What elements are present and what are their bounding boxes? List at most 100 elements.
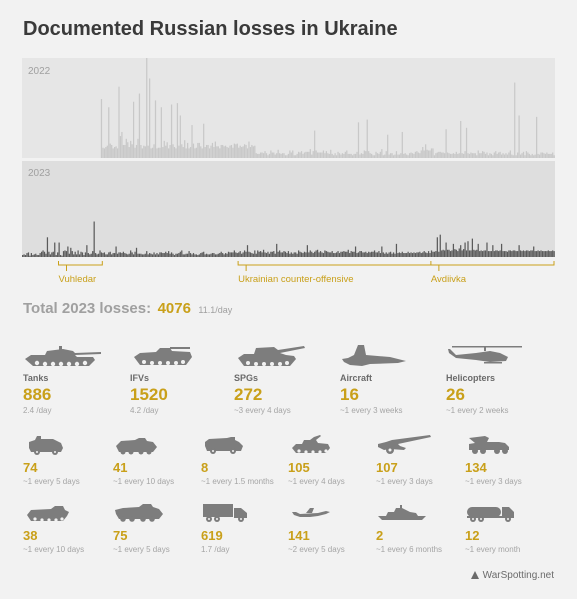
bar-2023 xyxy=(134,251,136,257)
bar-2023 xyxy=(334,253,336,257)
bar-2023 xyxy=(146,251,148,257)
annotation-label: Vuhledar xyxy=(59,274,97,285)
bar-2023 xyxy=(341,251,344,257)
bar-2023 xyxy=(366,253,368,257)
bar-2023 xyxy=(308,252,310,257)
bar-2023 xyxy=(277,251,279,257)
bar-2023 xyxy=(476,249,478,257)
bar-2023 xyxy=(141,254,143,257)
bar-2022 xyxy=(404,153,406,158)
bar-2022 xyxy=(124,144,126,158)
bar-2023 xyxy=(552,250,554,257)
bar-2022 xyxy=(397,154,399,158)
bar-2023 xyxy=(32,255,34,257)
bar-2023 xyxy=(448,249,450,257)
category-rate: ~1 every 6 months xyxy=(376,545,443,554)
bar-2023 xyxy=(51,252,53,257)
bar-2022 xyxy=(165,145,167,158)
bar-2023 xyxy=(400,253,402,257)
bar-2022 xyxy=(163,140,165,158)
bar-2022 xyxy=(360,153,363,158)
bar-2023 xyxy=(371,251,373,257)
bar-2023 xyxy=(251,253,253,257)
bar-2023 xyxy=(382,252,384,257)
bar-2023 xyxy=(446,249,449,257)
category-rate: 1.7 /day xyxy=(201,545,230,554)
bar-2022 xyxy=(366,119,368,158)
bar-2023 xyxy=(26,253,28,257)
bar-2023 xyxy=(80,251,82,257)
bar-2022 xyxy=(401,131,403,158)
series-label: 2022 xyxy=(28,66,51,77)
bar-2022 xyxy=(460,120,462,158)
bar-2023 xyxy=(315,250,317,257)
bar-2023 xyxy=(78,254,81,257)
bar-2023 xyxy=(241,253,243,257)
bar-2022 xyxy=(251,144,253,158)
bar-2023 xyxy=(57,252,59,257)
bar-2022 xyxy=(132,101,135,158)
bar-2023 xyxy=(151,254,154,257)
bar-2022 xyxy=(441,152,443,158)
bar-2023 xyxy=(493,251,495,257)
bar-2023 xyxy=(379,253,382,257)
page-title: Documented Russian losses in Ukraine xyxy=(23,18,398,40)
bar-2023 xyxy=(319,251,322,257)
bar-2023 xyxy=(64,250,66,257)
bar-2023 xyxy=(401,251,403,257)
bar-2023 xyxy=(67,246,69,257)
bar-2022 xyxy=(230,144,233,158)
bar-2022 xyxy=(211,142,214,158)
bar-2022 xyxy=(137,138,139,158)
bar-2023 xyxy=(286,253,288,257)
bar-2023 xyxy=(150,253,152,257)
bar-2023 xyxy=(70,247,72,257)
bar-2022 xyxy=(480,153,482,158)
bar-2023 xyxy=(271,251,273,257)
bar-2023 xyxy=(267,251,269,257)
bar-2022 xyxy=(176,103,179,158)
brand-label: WarSpotting.net xyxy=(482,570,554,581)
bar-2023 xyxy=(490,251,492,257)
bar-2022 xyxy=(246,148,249,158)
bar-2023 xyxy=(112,253,114,257)
bar-2023 xyxy=(262,249,265,257)
bar-2022 xyxy=(312,151,314,158)
bar-2022 xyxy=(156,148,158,158)
bar-2023 xyxy=(445,242,447,257)
bar-2022 xyxy=(204,147,206,158)
bar-2022 xyxy=(362,153,364,158)
bar-2022 xyxy=(483,151,485,158)
brand-credit[interactable]: WarSpotting.net xyxy=(470,570,554,581)
bar-2023 xyxy=(268,253,271,257)
bar-2022 xyxy=(153,144,155,158)
total-count: 4076 xyxy=(157,300,191,317)
bar-2023 xyxy=(71,251,73,257)
bar-2022 xyxy=(352,155,354,158)
bar-2023 xyxy=(515,251,517,257)
bar-2022 xyxy=(435,153,437,158)
bar-2023 xyxy=(175,253,177,257)
bar-2022 xyxy=(179,115,181,158)
bar-2022 xyxy=(214,141,216,158)
category-count: 2 xyxy=(376,528,384,543)
bar-2022 xyxy=(423,150,425,158)
bar-2022 xyxy=(219,148,221,158)
bar-2022 xyxy=(382,155,384,158)
losses-chart-svg: 2022 2023 Vuhledar Ukrainian counter-offens… xyxy=(22,58,555,285)
bar-2022 xyxy=(149,78,151,158)
bar-2022 xyxy=(544,153,547,158)
bar-2022 xyxy=(461,153,463,158)
bar-2022 xyxy=(343,153,345,158)
bar-2023 xyxy=(265,253,268,257)
bar-2023 xyxy=(131,252,133,257)
bar-2022 xyxy=(252,146,254,158)
bar-2022 xyxy=(119,136,122,158)
tank-icon xyxy=(23,343,133,369)
bar-2023 xyxy=(543,251,545,257)
bar-2022 xyxy=(353,153,355,158)
bar-2022 xyxy=(306,151,308,158)
category-count: 26 xyxy=(446,385,465,404)
bar-2023 xyxy=(547,250,549,257)
bar-2022 xyxy=(324,153,326,158)
